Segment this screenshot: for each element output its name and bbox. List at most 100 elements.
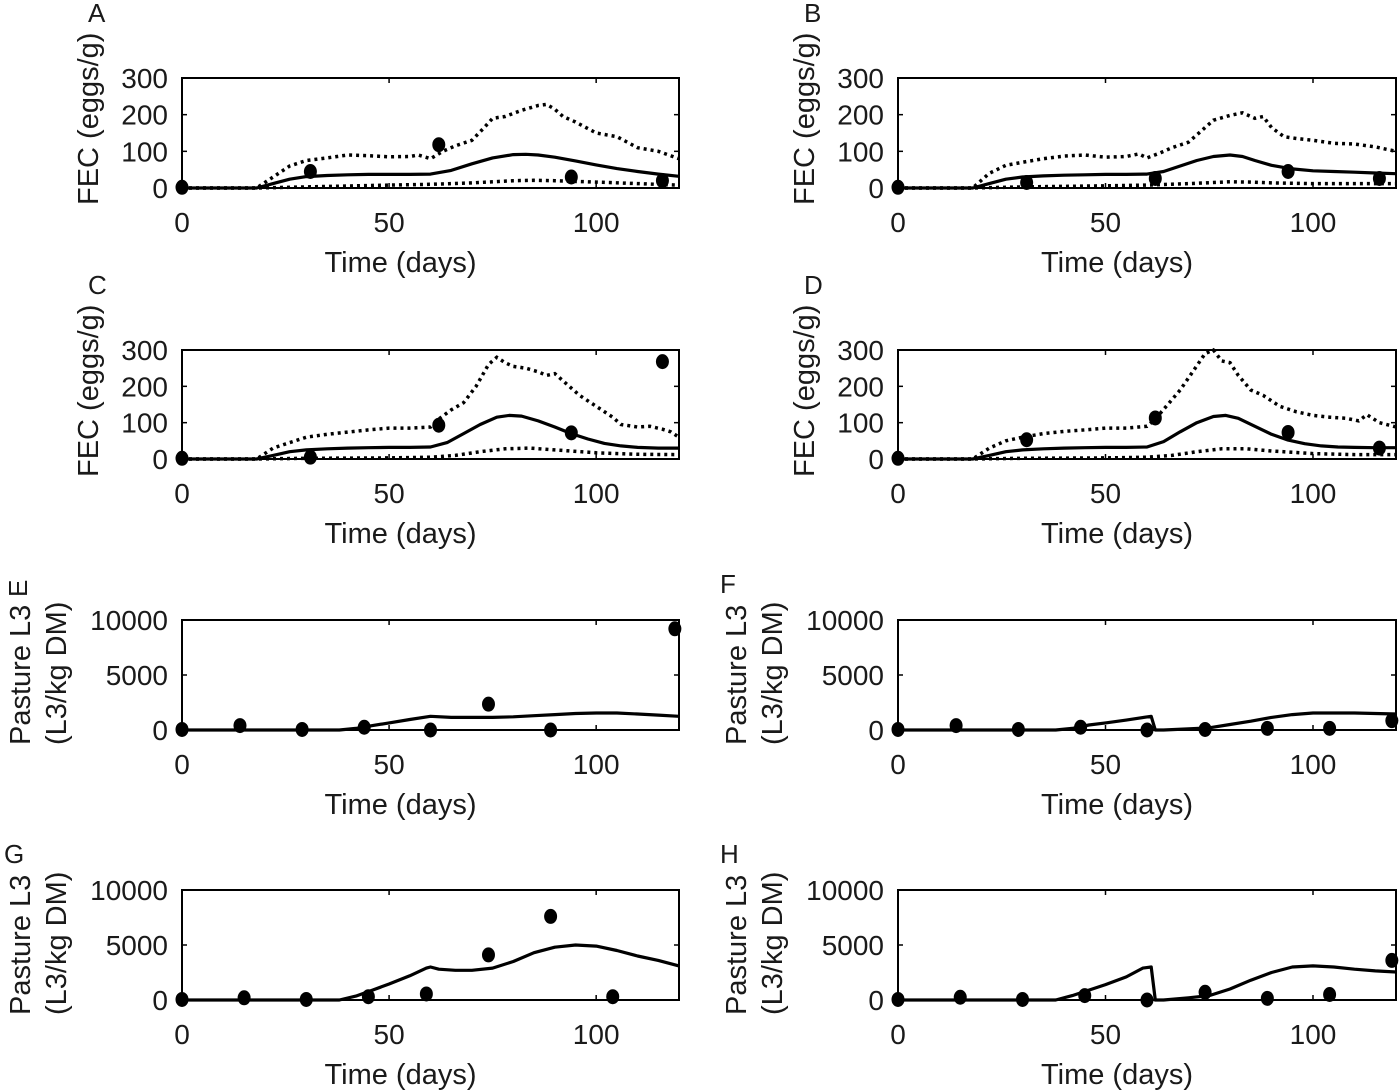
x-tick-label: 50: [374, 207, 405, 238]
x-tick-label: 0: [174, 1019, 190, 1050]
observed-point: [1148, 410, 1162, 426]
axes-frame: [181, 889, 680, 1001]
y-tick-label: 200: [837, 371, 884, 402]
observed-point: [1281, 424, 1295, 440]
y-tick-label: 10000: [806, 875, 884, 906]
y-tick-label: 10000: [90, 875, 168, 906]
observed-point: [1323, 987, 1337, 1002]
axes-frame: [897, 889, 1397, 1001]
model-line: [898, 413, 1396, 461]
upper-bound-line: [898, 110, 1397, 190]
y-tick-label: 200: [121, 371, 168, 402]
y-axis-title-line2: (L3/kg DM): [41, 602, 73, 745]
x-tick-label: 0: [174, 749, 190, 780]
observed-point: [303, 449, 317, 465]
panel-f: F Pasture L3 (L3/kg DM) Time (days) 0 50 1…: [720, 569, 1399, 821]
y-axis-title-line2: (L3/kg DM): [757, 872, 789, 1015]
y-tick-label: 300: [121, 335, 168, 366]
y-tick-label: 5000: [822, 930, 884, 961]
observed-point: [1020, 432, 1034, 448]
model-line: [182, 152, 680, 190]
y-axis-title-line1: Pasture L3: [721, 605, 753, 745]
x-tick-label: 0: [890, 478, 906, 509]
x-tick-label: 100: [1290, 207, 1337, 238]
observed-point: [1260, 720, 1274, 736]
y-axis-title-line2: (L3/kg DM): [757, 602, 789, 745]
y-tick-label: 0: [152, 173, 168, 204]
observed-point: [481, 947, 495, 963]
x-tick-label: 50: [374, 749, 405, 780]
x-tick-label: 0: [174, 478, 190, 509]
x-axis-title: Time (days): [325, 247, 477, 279]
panel-h: H Pasture L3 (L3/kg DM) Time (days) 0 50 1…: [720, 839, 1399, 1091]
y-tick-label: 0: [152, 715, 168, 746]
y-axis-title-line1: Pasture L3: [721, 875, 753, 1015]
lower-bound-line: [898, 447, 1396, 461]
x-axis-title: Time (days): [325, 1059, 477, 1091]
y-axis-title: FEC (eggs/g): [789, 305, 821, 477]
x-axis-title: Time (days): [325, 789, 477, 821]
observed-point: [481, 696, 495, 712]
panel-b: B FEC (eggs/g) Time (days) 0 50 100 0 100 200…: [789, 0, 1397, 279]
model-line: [182, 413, 679, 461]
panel-a: A FEC (eggs/g) Time (days) 0 50 100 0 100 200…: [73, 0, 680, 279]
panel-letter: D: [804, 270, 823, 300]
lower-bound-line: [182, 446, 680, 461]
x-axis-title: Time (days): [325, 518, 477, 550]
y-tick-label: 200: [837, 100, 884, 131]
panel-letter: G: [4, 839, 24, 869]
y-tick-label: 100: [121, 408, 168, 439]
y-tick-label: 100: [837, 408, 884, 439]
y-tick-label: 10000: [806, 605, 884, 636]
x-axis-title: Time (days): [1041, 1059, 1193, 1091]
x-tick-label: 100: [573, 1019, 620, 1050]
y-axis-title-line2: (L3/kg DM): [41, 872, 73, 1015]
observed-point: [655, 173, 669, 189]
x-tick-label: 100: [1290, 749, 1337, 780]
y-tick-label: 10000: [90, 605, 168, 636]
axes-frame: [181, 349, 680, 460]
panel-letter: B: [804, 0, 821, 28]
y-axis-title-line1: Pasture L3: [5, 875, 37, 1015]
y-tick-label: 5000: [106, 930, 168, 961]
y-axis-title: FEC (eggs/g): [73, 305, 105, 477]
observed-point: [1372, 170, 1386, 186]
lower-bound-line: [898, 180, 1396, 190]
upper-bound-line: [898, 347, 1397, 461]
x-tick-label: 50: [374, 478, 405, 509]
y-axis-title-line1: Pasture L3: [5, 605, 37, 745]
x-tick-label: 100: [573, 207, 620, 238]
x-tick-label: 50: [1090, 478, 1121, 509]
observed-point: [361, 989, 375, 1005]
axes-frame: [897, 349, 1397, 460]
y-tick-label: 0: [868, 173, 884, 204]
observed-point: [564, 169, 578, 185]
observed-point: [1020, 175, 1034, 190]
y-tick-label: 0: [152, 985, 168, 1016]
x-tick-label: 50: [1090, 207, 1121, 238]
observed-point: [544, 908, 558, 924]
y-tick-label: 300: [121, 63, 168, 94]
upper-bound-line: [182, 355, 680, 461]
panel-g: G Pasture L3 (L3/kg DM) Time (days) 0 50 1…: [4, 839, 680, 1091]
y-tick-label: 0: [152, 444, 168, 475]
observed-point: [1148, 170, 1162, 186]
x-tick-label: 0: [890, 1019, 906, 1050]
y-tick-label: 5000: [822, 660, 884, 691]
x-tick-label: 100: [573, 478, 620, 509]
y-tick-label: 300: [837, 63, 884, 94]
x-tick-label: 0: [890, 749, 906, 780]
panel-letter: E: [3, 580, 33, 597]
panel-letter: F: [720, 569, 736, 599]
observed-point: [303, 164, 317, 179]
x-axis-title: Time (days): [1041, 247, 1193, 279]
panel-e: E Pasture L3 (L3/kg DM) Time (days) 0 50 1…: [3, 580, 682, 821]
y-tick-label: 100: [121, 136, 168, 167]
x-tick-label: 100: [1290, 478, 1337, 509]
x-tick-label: 0: [890, 207, 906, 238]
observed-point: [432, 137, 446, 153]
y-tick-label: 300: [837, 335, 884, 366]
y-tick-label: 0: [868, 985, 884, 1016]
x-tick-label: 0: [174, 207, 190, 238]
lower-bound-line: [182, 178, 680, 190]
